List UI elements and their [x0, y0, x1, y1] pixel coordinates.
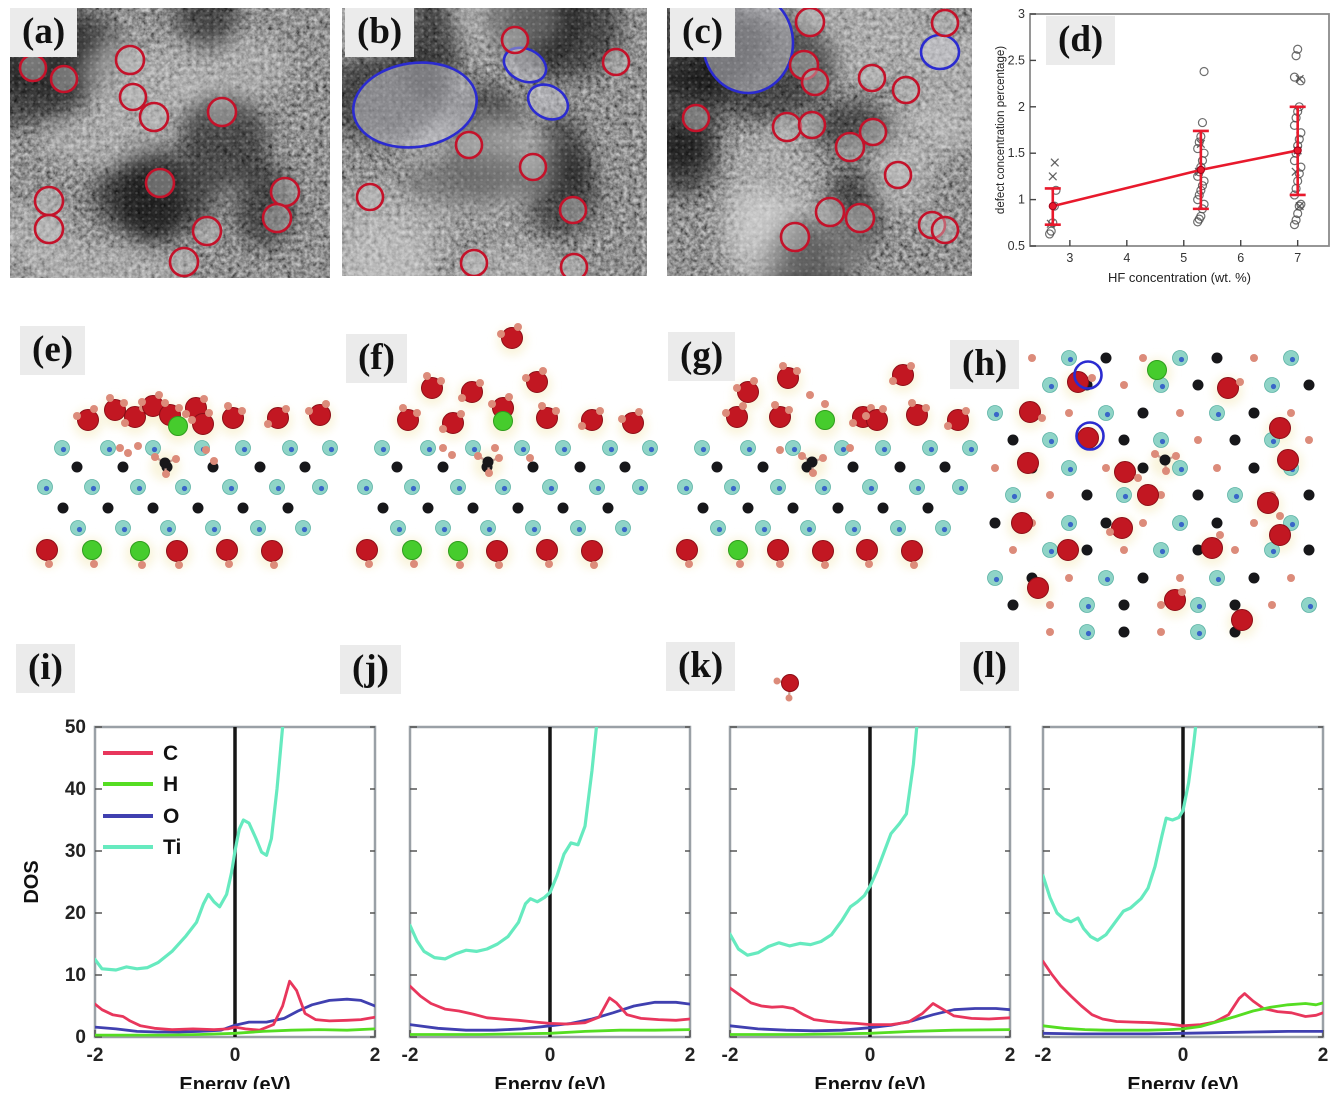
svg-text:-2: -2 — [402, 1045, 419, 1066]
svg-text:H: H — [163, 773, 178, 796]
svg-text:0: 0 — [230, 1045, 241, 1066]
svg-text:0: 0 — [865, 1045, 876, 1066]
panel-label-b: (b) — [345, 8, 415, 57]
svg-text:Energy (eV): Energy (eV) — [179, 1074, 290, 1089]
svg-text:2: 2 — [1005, 1045, 1016, 1066]
structure-model-g — [660, 320, 980, 650]
panel-label-d: (d) — [1046, 16, 1116, 65]
svg-text:20: 20 — [65, 903, 86, 924]
panel-label-a: (a) — [10, 8, 78, 57]
structure-model-e — [20, 320, 340, 650]
svg-text:Energy (eV): Energy (eV) — [814, 1074, 925, 1089]
svg-text:3: 3 — [1066, 251, 1073, 265]
svg-text:-2: -2 — [87, 1045, 104, 1066]
svg-text:1: 1 — [1018, 193, 1025, 207]
scatter-plot-d: 3 4 5 6 7 0.5 1 1.5 2 2.5 3 HF concentration (wt. %… — [994, 0, 1339, 300]
dos-plot-j: -2 0 2 Energy (eV) — [335, 717, 700, 1089]
panel-label-f: (f) — [346, 334, 407, 383]
svg-text:defect concentration percentag: defect concentration percentage) — [995, 46, 1007, 214]
svg-text:C: C — [163, 742, 178, 765]
svg-text:7: 7 — [1294, 251, 1301, 265]
svg-text:2: 2 — [685, 1045, 696, 1066]
free-water-molecule — [770, 665, 810, 709]
structure-model-f — [340, 320, 660, 650]
svg-text:HF concentration (wt. %): HF concentration (wt. %) — [1108, 270, 1251, 285]
dos-plot-k: -2 0 2 Energy (eV) — [655, 717, 1020, 1089]
panel-label-h: (h) — [950, 340, 1020, 389]
svg-text:50: 50 — [65, 717, 86, 738]
svg-text:0: 0 — [1178, 1045, 1189, 1066]
svg-text:1.5: 1.5 — [1008, 146, 1025, 160]
svg-text:0: 0 — [75, 1027, 86, 1048]
svg-text:6: 6 — [1237, 251, 1244, 265]
svg-text:O: O — [163, 805, 179, 828]
svg-text:10: 10 — [65, 965, 86, 986]
stm-image-a — [10, 8, 330, 278]
svg-text:30: 30 — [65, 841, 86, 862]
panel-label-j: (j) — [340, 645, 401, 694]
svg-text:2.5: 2.5 — [1008, 53, 1025, 67]
svg-text:-2: -2 — [1035, 1045, 1052, 1066]
svg-text:Energy (eV): Energy (eV) — [494, 1074, 605, 1089]
svg-text:0.5: 0.5 — [1008, 239, 1025, 253]
svg-text:2: 2 — [1318, 1045, 1329, 1066]
svg-text:3: 3 — [1018, 7, 1025, 21]
panel-label-k: (k) — [666, 642, 736, 691]
panel-label-c: (c) — [670, 8, 736, 57]
panel-label-i: (i) — [16, 644, 75, 693]
svg-text:5: 5 — [1180, 251, 1187, 265]
stm-image-b — [342, 8, 647, 276]
svg-text:Energy (eV): Energy (eV) — [1127, 1074, 1238, 1089]
svg-text:0: 0 — [545, 1045, 556, 1066]
svg-text:2: 2 — [370, 1045, 381, 1066]
dos-plot-i: -2 0 2 Energy (eV) 0 10 20 30 40 50 DOS C H O Ti — [20, 717, 385, 1089]
svg-text:4: 4 — [1123, 251, 1130, 265]
dos-plot-l: -2 0 2 Energy (eV) — [968, 717, 1333, 1089]
svg-text:DOS: DOS — [21, 860, 43, 903]
svg-text:2: 2 — [1018, 100, 1025, 114]
structure-model-h — [980, 320, 1339, 650]
panel-label-l: (l) — [960, 642, 1019, 691]
panel-label-g: (g) — [668, 332, 736, 381]
svg-text:-2: -2 — [722, 1045, 739, 1066]
svg-text:Ti: Ti — [163, 836, 181, 859]
svg-text:40: 40 — [65, 779, 86, 800]
panel-label-e: (e) — [20, 326, 86, 375]
